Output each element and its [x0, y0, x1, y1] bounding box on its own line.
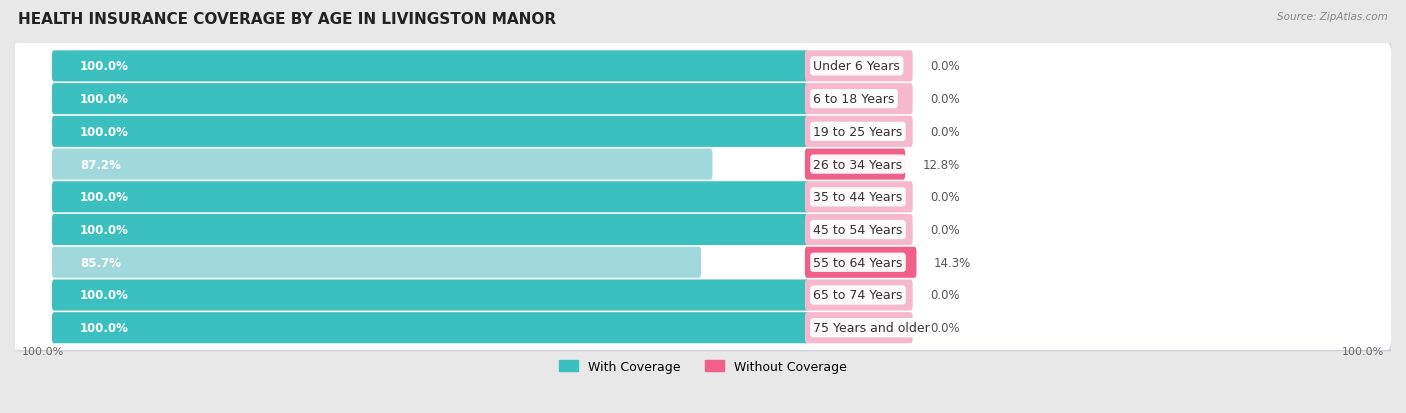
Text: 0.0%: 0.0%: [931, 60, 960, 73]
FancyBboxPatch shape: [52, 149, 713, 180]
Text: 100.0%: 100.0%: [80, 93, 129, 106]
FancyBboxPatch shape: [804, 182, 912, 213]
FancyBboxPatch shape: [14, 240, 1391, 285]
Text: HEALTH INSURANCE COVERAGE BY AGE IN LIVINGSTON MANOR: HEALTH INSURANCE COVERAGE BY AGE IN LIVI…: [18, 12, 557, 27]
Text: 100.0%: 100.0%: [21, 347, 63, 356]
FancyBboxPatch shape: [804, 247, 917, 278]
FancyBboxPatch shape: [52, 182, 808, 213]
Text: 75 Years and older: 75 Years and older: [813, 321, 931, 335]
FancyBboxPatch shape: [14, 273, 1391, 318]
Text: 0.0%: 0.0%: [931, 223, 960, 237]
FancyBboxPatch shape: [52, 116, 808, 147]
FancyBboxPatch shape: [14, 76, 1391, 121]
FancyBboxPatch shape: [804, 116, 912, 147]
FancyBboxPatch shape: [15, 304, 1395, 351]
Text: 0.0%: 0.0%: [931, 93, 960, 106]
FancyBboxPatch shape: [52, 280, 808, 311]
FancyBboxPatch shape: [52, 51, 808, 82]
FancyBboxPatch shape: [52, 214, 808, 245]
FancyBboxPatch shape: [14, 305, 1391, 350]
FancyBboxPatch shape: [14, 44, 1391, 89]
Text: 85.7%: 85.7%: [80, 256, 121, 269]
FancyBboxPatch shape: [14, 109, 1391, 154]
FancyBboxPatch shape: [14, 142, 1391, 187]
FancyBboxPatch shape: [804, 214, 912, 245]
FancyBboxPatch shape: [15, 43, 1395, 90]
Text: 19 to 25 Years: 19 to 25 Years: [813, 126, 903, 138]
Text: 100.0%: 100.0%: [80, 289, 129, 302]
Text: 14.3%: 14.3%: [934, 256, 972, 269]
Text: 45 to 54 Years: 45 to 54 Years: [813, 223, 903, 237]
FancyBboxPatch shape: [15, 174, 1395, 221]
FancyBboxPatch shape: [52, 312, 808, 344]
FancyBboxPatch shape: [15, 76, 1395, 123]
FancyBboxPatch shape: [804, 84, 912, 115]
Text: 100.0%: 100.0%: [80, 60, 129, 73]
Text: 100.0%: 100.0%: [80, 321, 129, 335]
Text: 35 to 44 Years: 35 to 44 Years: [813, 191, 903, 204]
Text: 0.0%: 0.0%: [931, 126, 960, 138]
Text: 0.0%: 0.0%: [931, 321, 960, 335]
Text: 100.0%: 100.0%: [1343, 347, 1385, 356]
Text: 0.0%: 0.0%: [931, 289, 960, 302]
Text: 65 to 74 Years: 65 to 74 Years: [813, 289, 903, 302]
FancyBboxPatch shape: [804, 312, 912, 344]
Text: 12.8%: 12.8%: [922, 158, 960, 171]
Text: 100.0%: 100.0%: [80, 191, 129, 204]
FancyBboxPatch shape: [15, 109, 1395, 156]
Text: Source: ZipAtlas.com: Source: ZipAtlas.com: [1277, 12, 1388, 22]
FancyBboxPatch shape: [15, 141, 1395, 188]
Text: 55 to 64 Years: 55 to 64 Years: [813, 256, 903, 269]
FancyBboxPatch shape: [14, 174, 1391, 220]
FancyBboxPatch shape: [15, 206, 1395, 254]
Legend: With Coverage, Without Coverage: With Coverage, Without Coverage: [560, 360, 846, 373]
FancyBboxPatch shape: [15, 272, 1395, 319]
FancyBboxPatch shape: [804, 280, 912, 311]
Text: 100.0%: 100.0%: [80, 126, 129, 138]
Text: 6 to 18 Years: 6 to 18 Years: [813, 93, 894, 106]
Text: 26 to 34 Years: 26 to 34 Years: [813, 158, 903, 171]
FancyBboxPatch shape: [14, 207, 1391, 252]
FancyBboxPatch shape: [804, 51, 912, 82]
Text: 87.2%: 87.2%: [80, 158, 121, 171]
FancyBboxPatch shape: [15, 239, 1395, 286]
Text: 0.0%: 0.0%: [931, 191, 960, 204]
Text: Under 6 Years: Under 6 Years: [813, 60, 900, 73]
FancyBboxPatch shape: [804, 149, 905, 180]
Text: 100.0%: 100.0%: [80, 223, 129, 237]
FancyBboxPatch shape: [52, 247, 702, 278]
FancyBboxPatch shape: [52, 84, 808, 115]
